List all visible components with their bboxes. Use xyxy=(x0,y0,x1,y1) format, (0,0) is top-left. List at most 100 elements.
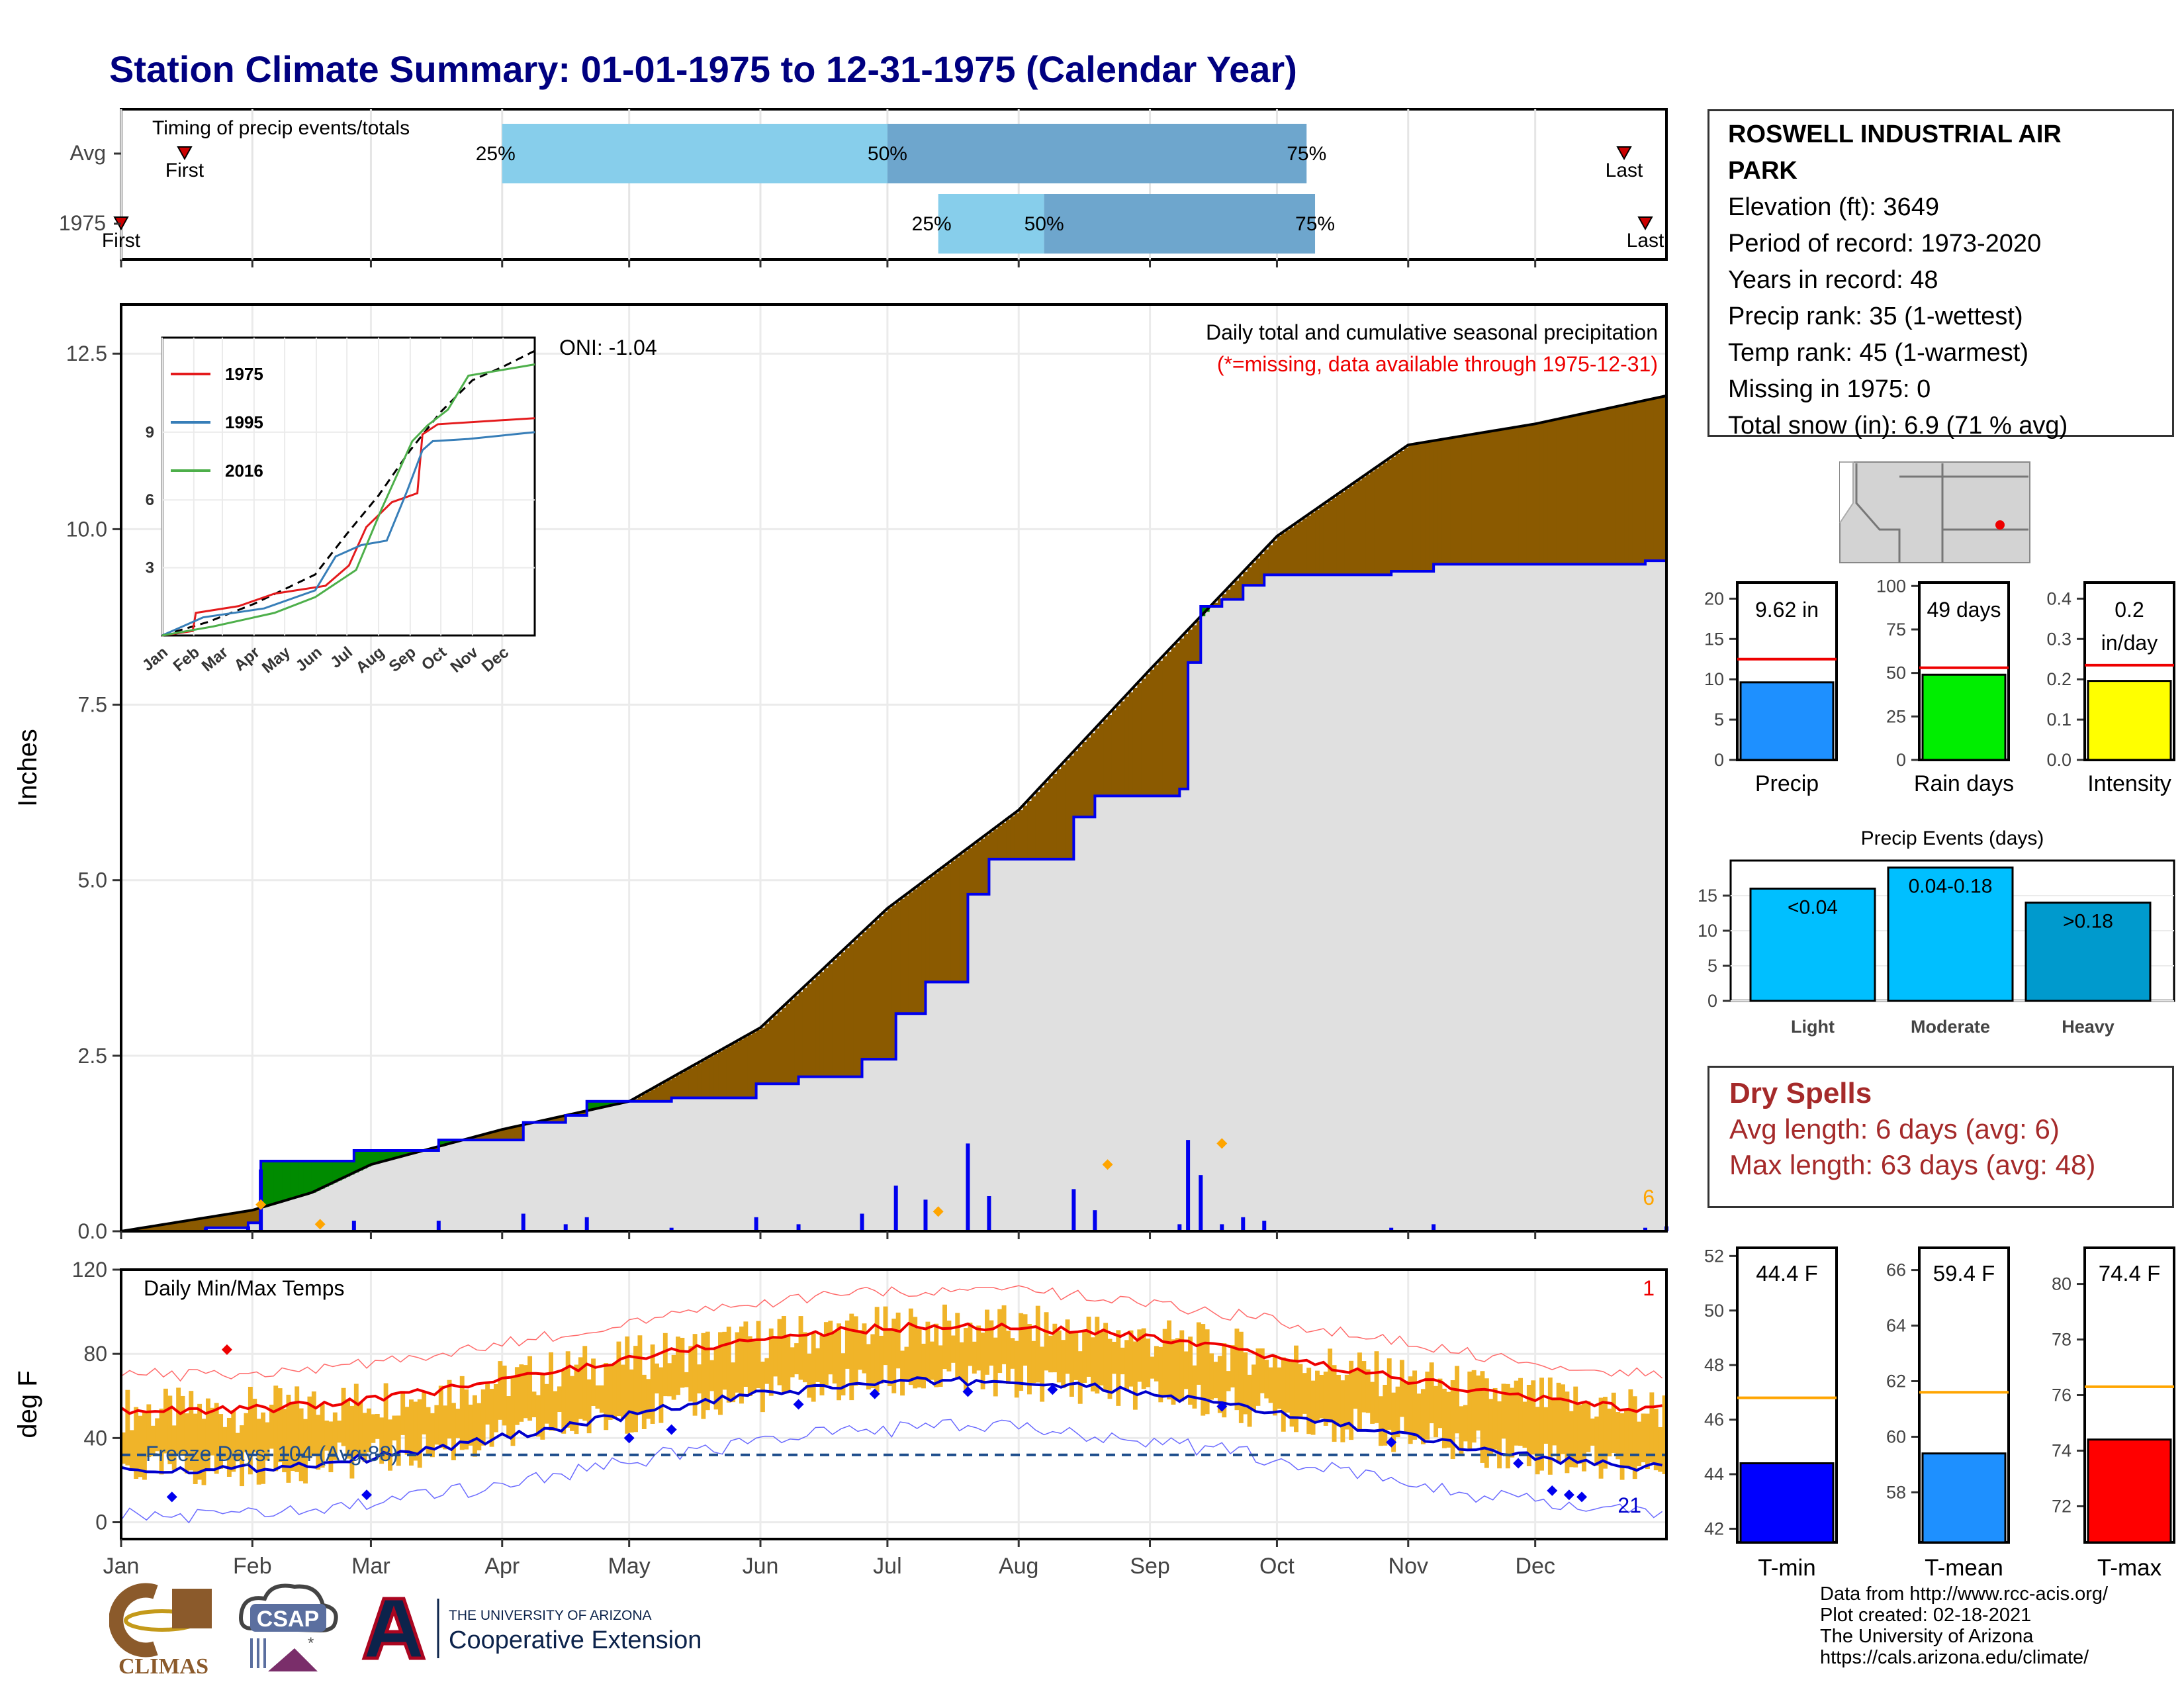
daily-temp-range-bar xyxy=(514,1367,520,1425)
daily-temp-range-bar xyxy=(459,1376,465,1450)
cumulative-difference-slice xyxy=(286,1160,291,1201)
daily-temp-range-bar xyxy=(777,1319,782,1385)
daily-temp-range-bar xyxy=(849,1313,854,1401)
daily-temp-range-bar xyxy=(1463,1405,1468,1442)
month-axis-label: Feb xyxy=(233,1554,272,1579)
cumulative-difference-slice xyxy=(1543,422,1549,565)
cumulative-difference-slice xyxy=(210,1217,215,1228)
cumulative-difference-slice xyxy=(862,932,867,1060)
daily-temp-range-bar xyxy=(121,1432,126,1464)
cumulative-difference-slice xyxy=(841,952,846,1077)
cumulative-observed-area xyxy=(121,555,1666,1231)
daily-temp-range-bar xyxy=(692,1334,698,1416)
cumulative-difference-slice xyxy=(1539,422,1545,565)
cumulative-difference-slice xyxy=(1365,474,1371,575)
cumulative-difference-slice xyxy=(993,829,998,859)
daily-temp-range-bar xyxy=(1662,1395,1667,1474)
daily-temp-range-bar xyxy=(870,1334,876,1389)
cumulative-difference-slice xyxy=(1277,536,1282,575)
cumulative-difference-slice xyxy=(1167,651,1172,796)
summary-y-tick-label: 0.2 xyxy=(2046,669,2071,689)
daily-temp-range-bar xyxy=(1552,1397,1557,1446)
daily-temp-range-bar xyxy=(252,1399,257,1453)
daily-temp-range-bar xyxy=(197,1403,203,1480)
events-title: Precip Events (days) xyxy=(1861,827,2044,849)
daily-temp-range-bar xyxy=(1412,1370,1418,1440)
daily-temp-range-bar xyxy=(895,1312,901,1369)
cumulative-difference-slice xyxy=(1624,404,1629,565)
cumulative-difference-slice xyxy=(1107,714,1113,796)
daily-temp-range-bar xyxy=(1433,1385,1439,1438)
temp-summary-value-label: 59.4 F xyxy=(1933,1261,1995,1286)
cumulative-difference-slice xyxy=(667,1080,672,1102)
month-axis-label: Mar xyxy=(351,1554,390,1579)
location-map xyxy=(1839,461,2030,563)
daily-temp-range-bar xyxy=(662,1333,668,1397)
temp-summary-value-label: 74.4 F xyxy=(2099,1261,2161,1286)
cumulative-difference-slice xyxy=(726,1047,731,1098)
station-temp-rank: Temp rank: 45 (1-warmest) xyxy=(1728,339,2029,367)
cumulative-difference-slice xyxy=(324,1160,330,1187)
daily-temp-range-bar xyxy=(1357,1352,1362,1431)
cumulative-difference-slice xyxy=(345,1160,351,1177)
timing-q50-label: 50% xyxy=(1024,213,1064,235)
cumulative-difference-slice xyxy=(578,1112,583,1115)
chart-title: Station Climate Summary: 01-01-1975 to 1… xyxy=(109,48,1297,90)
daily-temp-range-bar xyxy=(908,1308,913,1385)
daily-temp-range-bar xyxy=(1429,1362,1434,1424)
cumulative-difference-slice xyxy=(1243,571,1248,586)
daily-temp-range-bar xyxy=(1095,1317,1100,1394)
cumulative-difference-slice xyxy=(1196,620,1201,663)
daily-temp-range-bar xyxy=(739,1326,744,1404)
daily-temp-range-bar xyxy=(731,1362,736,1403)
cumulative-difference-slice xyxy=(375,1150,380,1164)
daily-temp-range-bar xyxy=(612,1363,617,1419)
daily-temp-range-bar xyxy=(1547,1377,1553,1475)
daily-temp-range-bar xyxy=(659,1367,664,1423)
cumulative-difference-slice xyxy=(1420,442,1426,572)
cumulative-difference-slice xyxy=(959,854,964,982)
record-low-marker xyxy=(793,1399,804,1410)
daily-temp-range-bar xyxy=(1455,1366,1460,1434)
cumulative-difference-slice xyxy=(311,1160,316,1193)
daily-temp-range-bar xyxy=(574,1364,579,1434)
cumulative-difference-slice xyxy=(1298,521,1303,575)
daily-temp-range-bar xyxy=(256,1419,261,1485)
inset-y-tick: 3 xyxy=(146,559,154,577)
daily-temp-range-bar xyxy=(913,1317,918,1389)
daily-temp-range-bar xyxy=(599,1385,604,1413)
cumulative-difference-slice xyxy=(1281,533,1286,575)
cumulative-difference-slice xyxy=(142,1227,147,1231)
daily-temp-range-bar xyxy=(535,1395,541,1437)
daily-temp-range-bar xyxy=(1565,1391,1570,1474)
temp-summary-y-tick-label: 46 xyxy=(1704,1410,1724,1430)
cumulative-difference-slice xyxy=(1653,398,1659,561)
daily-temp-range-bar xyxy=(155,1418,160,1452)
cumulative-difference-slice xyxy=(1374,468,1379,575)
events-category-label: Light xyxy=(1791,1017,1835,1037)
cumulative-difference-slice xyxy=(1598,410,1604,565)
daily-temp-range-bar xyxy=(527,1356,533,1421)
daily-temp-range-bar xyxy=(1222,1343,1227,1418)
cumulative-difference-slice xyxy=(332,1160,338,1183)
daily-temp-range-bar xyxy=(1238,1331,1244,1423)
record-high-line xyxy=(120,1285,1663,1382)
cumulative-difference-slice xyxy=(1319,506,1324,575)
events-bar xyxy=(1887,867,2014,1002)
cumulative-difference-slice xyxy=(1006,820,1011,859)
cumulative-difference-slice xyxy=(1294,524,1299,575)
cumulative-difference-slice xyxy=(1488,431,1494,565)
cumulative-difference-slice xyxy=(1255,558,1261,586)
daily-temp-range-bar xyxy=(261,1412,266,1484)
summary-y-tick-label: 100 xyxy=(1876,576,1906,596)
station-snow: Total snow (in): 6.9 (71 % avg) xyxy=(1728,412,2068,440)
cumulative-difference-slice xyxy=(662,1082,668,1102)
summary-y-tick-label: 25 xyxy=(1886,706,1906,726)
daily-temp-range-bar xyxy=(125,1389,130,1466)
cumulative-difference-slice xyxy=(1082,741,1087,818)
cumulative-difference-slice xyxy=(697,1063,702,1098)
daily-temp-range-bar xyxy=(396,1415,401,1466)
cumulative-difference-slice xyxy=(1561,418,1566,565)
cumulative-difference-slice xyxy=(193,1219,198,1231)
cumulative-difference-slice xyxy=(277,1160,283,1203)
